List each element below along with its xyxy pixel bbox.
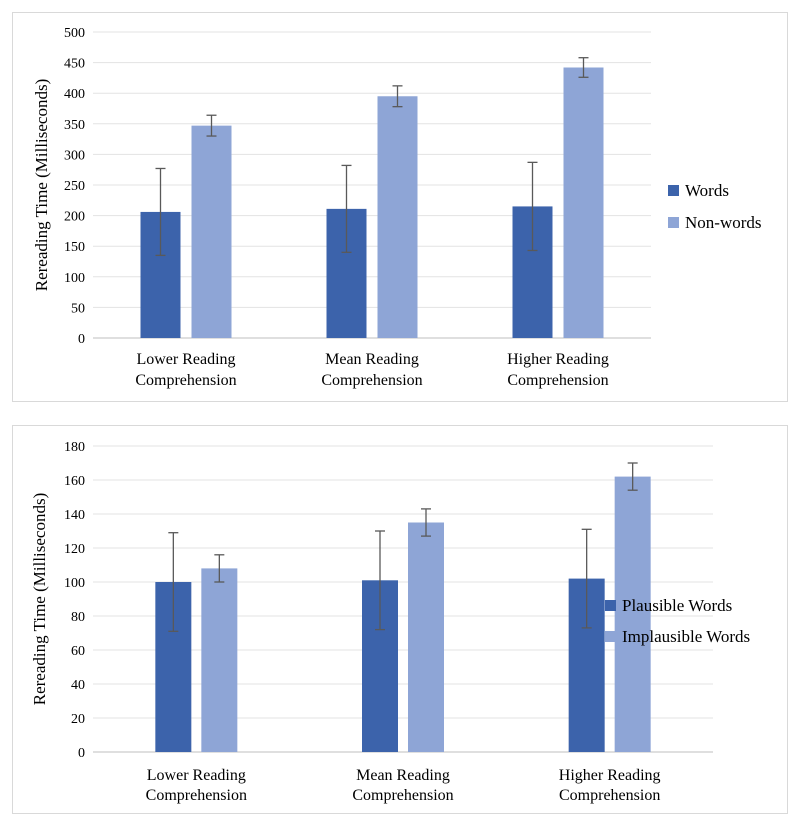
y-tick-label: 180 bbox=[64, 440, 85, 455]
chart-bottom: 0 20 40 60 80 100 120 140 160 180 Rereading Time (… bbox=[30, 440, 750, 804]
bar bbox=[377, 96, 418, 338]
bar bbox=[408, 522, 444, 752]
y-tick-label: 50 bbox=[71, 301, 85, 316]
y-tick-label: 120 bbox=[64, 542, 85, 557]
y-tick-label: 350 bbox=[64, 118, 85, 133]
y-tick-label: 500 bbox=[64, 26, 85, 41]
bar bbox=[563, 67, 604, 338]
y-tick-label: 160 bbox=[64, 474, 85, 489]
x-category-label: Comprehension bbox=[135, 372, 236, 389]
x-category-label: Mean Reading bbox=[356, 767, 450, 784]
y-tick-label: 250 bbox=[64, 179, 85, 194]
y-tick-label: 450 bbox=[64, 57, 85, 72]
y-tick-label: 150 bbox=[64, 240, 85, 255]
y-tick-label: 20 bbox=[71, 712, 85, 727]
x-category-label: Comprehension bbox=[507, 372, 608, 389]
y-tick-label: 100 bbox=[64, 271, 85, 286]
y-tick-label: 0 bbox=[78, 332, 85, 347]
x-category-label: Lower Reading bbox=[147, 767, 246, 784]
legend-label: Implausible Words bbox=[622, 627, 750, 646]
y-axis-title: Rereading Time (Milliseconds) bbox=[32, 79, 51, 291]
y-axis-title: Rereading Time (Milliseconds) bbox=[30, 493, 49, 705]
x-category-label: Higher Reading bbox=[507, 351, 609, 368]
x-category-label: Comprehension bbox=[352, 787, 453, 804]
x-category-label: Comprehension bbox=[321, 372, 422, 389]
y-tick-label: 400 bbox=[64, 87, 85, 102]
x-category-label: Comprehension bbox=[559, 787, 660, 804]
y-tick-label: 0 bbox=[78, 746, 85, 761]
legend-label: Plausible Words bbox=[622, 596, 732, 615]
bar bbox=[614, 476, 651, 752]
y-tick-label: 100 bbox=[64, 576, 85, 591]
legend-label: Words bbox=[685, 181, 729, 200]
x-category-label: Higher Reading bbox=[559, 767, 661, 784]
legend-swatch bbox=[605, 600, 616, 611]
y-tick-label: 80 bbox=[71, 610, 85, 625]
x-category-label: Comprehension bbox=[146, 787, 247, 804]
legend-label: Non-words bbox=[685, 213, 762, 232]
y-tick-label: 140 bbox=[64, 508, 85, 523]
y-tick-label: 40 bbox=[71, 678, 85, 693]
legend-swatch bbox=[668, 217, 679, 228]
legend-swatch bbox=[668, 185, 679, 196]
x-category-label: Mean Reading bbox=[325, 351, 419, 368]
chart-top: 0 50 100 150 200 250 300 350 400 450 500 Rereading … bbox=[32, 26, 762, 389]
y-tick-label: 200 bbox=[64, 210, 85, 225]
chart-panel-top: 0 50 100 150 200 250 300 350 400 450 500 Rereading … bbox=[12, 12, 788, 402]
bar bbox=[191, 125, 232, 338]
bar bbox=[201, 568, 238, 752]
chart-panel-bottom: 0 20 40 60 80 100 120 140 160 180 Rereading Time (… bbox=[12, 425, 788, 814]
y-tick-label: 60 bbox=[71, 644, 85, 659]
y-tick-label: 300 bbox=[64, 148, 85, 163]
legend-swatch bbox=[605, 631, 616, 642]
x-category-label: Lower Reading bbox=[136, 351, 235, 368]
